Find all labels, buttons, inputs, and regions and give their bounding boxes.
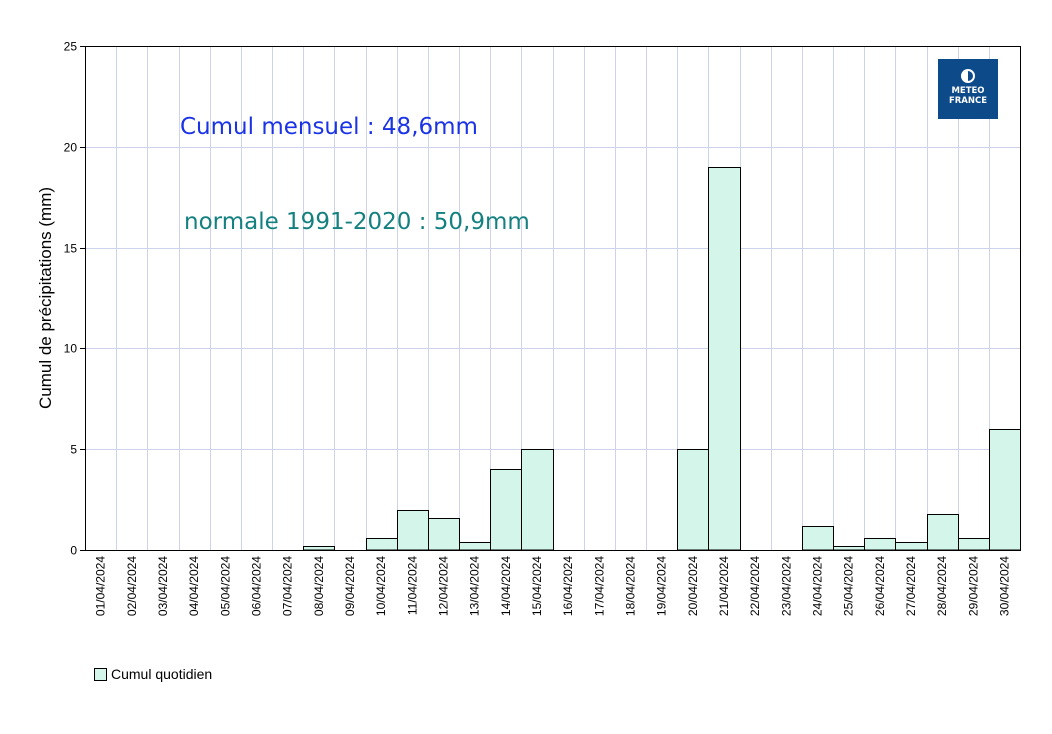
x-tick-label: 13/04/2024 <box>468 556 482 616</box>
bar <box>428 518 460 551</box>
x-tick-label: 26/04/2024 <box>873 556 887 616</box>
monthly-total-annotation: Cumul mensuel : 48,6mm <box>180 114 478 140</box>
bar <box>864 538 896 551</box>
meteo-france-logo: METEO FRANCE <box>938 59 998 119</box>
x-tick-label: 05/04/2024 <box>218 556 232 616</box>
y-tick-label: 0 <box>70 544 77 558</box>
legend: Cumul quotidien <box>94 666 212 682</box>
x-tick-label: 25/04/2024 <box>842 556 856 616</box>
x-tick-label: 30/04/2024 <box>997 556 1011 616</box>
bar <box>708 167 741 551</box>
y-axis-label: Cumul de précipitations (mm) <box>36 187 55 409</box>
plot-frame <box>85 46 1021 551</box>
logo-line1: METEO <box>951 86 985 96</box>
x-tick-label: 02/04/2024 <box>125 556 139 616</box>
meteo-france-symbol-icon <box>961 69 975 83</box>
bar <box>802 526 834 551</box>
legend-swatch-icon <box>94 667 107 681</box>
x-tick-label: 22/04/2024 <box>748 556 762 616</box>
bar <box>366 538 398 551</box>
x-tick-label: 15/04/2024 <box>530 556 544 616</box>
bar <box>459 542 491 551</box>
y-tick-label: 10 <box>64 342 78 356</box>
x-tick-label: 10/04/2024 <box>374 556 388 616</box>
bar <box>927 514 959 551</box>
bar <box>397 510 429 551</box>
x-tick-label: 28/04/2024 <box>935 556 949 616</box>
bar <box>521 449 554 551</box>
x-tick-label: 01/04/2024 <box>94 556 108 616</box>
x-tick-label: 20/04/2024 <box>686 556 700 616</box>
x-tick-label: 08/04/2024 <box>312 556 326 616</box>
y-tick-label: 20 <box>64 141 78 155</box>
x-tick-label: 18/04/2024 <box>623 556 637 616</box>
x-tick-label: 23/04/2024 <box>779 556 793 616</box>
x-tick-label: 27/04/2024 <box>904 556 918 616</box>
bar <box>490 469 522 551</box>
bar <box>895 542 928 551</box>
bar <box>303 546 335 551</box>
bar <box>833 546 865 551</box>
logo-line2: FRANCE <box>948 96 988 106</box>
x-tick-label: 03/04/2024 <box>156 556 170 616</box>
bar <box>677 449 709 551</box>
legend-label: Cumul quotidien <box>111 666 213 682</box>
normal-annotation: normale 1991-2020 : 50,9mm <box>184 209 530 235</box>
bar <box>958 538 990 551</box>
x-tick-label: 24/04/2024 <box>810 556 824 616</box>
x-tick-label: 06/04/2024 <box>249 556 263 616</box>
y-tick-label: 5 <box>70 443 77 457</box>
x-tick-label: 14/04/2024 <box>499 556 513 616</box>
x-tick-label: 16/04/2024 <box>561 556 575 616</box>
x-tick-label: 07/04/2024 <box>281 556 295 616</box>
x-tick-label: 04/04/2024 <box>187 556 201 616</box>
y-tick-label: 15 <box>64 242 78 256</box>
bar <box>989 429 1021 551</box>
x-tick-label: 12/04/2024 <box>436 556 450 616</box>
x-tick-label: 29/04/2024 <box>966 556 980 616</box>
x-tick-label: 19/04/2024 <box>655 556 669 616</box>
x-tick-label: 11/04/2024 <box>405 556 419 615</box>
x-tick-label: 09/04/2024 <box>343 556 357 616</box>
x-tick-label: 17/04/2024 <box>592 556 606 616</box>
y-tick-label: 25 <box>64 40 78 54</box>
x-tick-label: 21/04/2024 <box>717 556 731 616</box>
